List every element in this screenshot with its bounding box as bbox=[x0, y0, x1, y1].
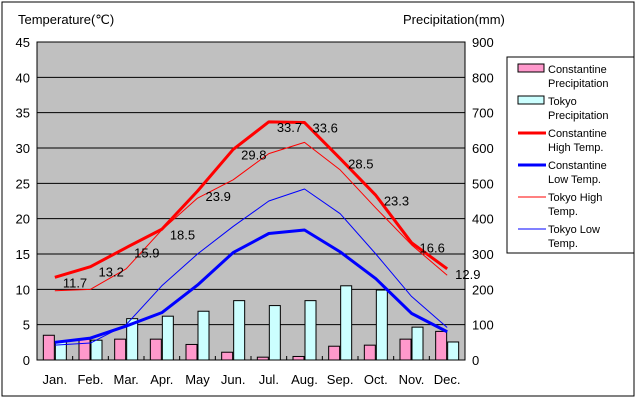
left-tick-label: 45 bbox=[16, 35, 30, 50]
right-tick-label: 100 bbox=[472, 318, 494, 333]
x-tick-label: Nov. bbox=[399, 372, 425, 387]
legend-label: Constantine bbox=[548, 64, 607, 76]
bar-constantine-precipitation bbox=[256, 356, 269, 361]
x-tick-label: Apr. bbox=[150, 372, 173, 387]
legend-box bbox=[506, 56, 635, 254]
right-tick-label: 500 bbox=[472, 176, 494, 191]
line-tokyo-high-temp- bbox=[54, 141, 448, 292]
plot-area bbox=[36, 41, 466, 361]
left-tick-label: 5 bbox=[23, 318, 30, 333]
bar-tokyo-precipitation bbox=[161, 315, 174, 361]
legend-label: Tokyo High bbox=[548, 192, 602, 204]
bar-constantine-precipitation bbox=[114, 338, 127, 361]
bar-constantine-precipitation bbox=[78, 338, 91, 361]
data-label: 15.9 bbox=[134, 246, 159, 261]
x-tick-label: Jul. bbox=[259, 372, 279, 387]
legend-swatch bbox=[517, 95, 545, 105]
legend-label: Low Temp. bbox=[548, 174, 601, 186]
left-tick-label: 35 bbox=[16, 106, 30, 121]
data-label: 33.7 bbox=[277, 120, 302, 135]
bar-constantine-precipitation bbox=[292, 355, 305, 361]
bar-tokyo-precipitation bbox=[447, 341, 460, 361]
bar-constantine-precipitation bbox=[185, 343, 198, 361]
left-tick-label: 15 bbox=[16, 247, 30, 262]
bar-tokyo-precipitation bbox=[411, 326, 424, 361]
left-tick-label: 40 bbox=[16, 70, 30, 85]
line-constantine-high-temp- bbox=[54, 120, 449, 279]
bar-constantine-precipitation bbox=[399, 338, 412, 361]
bar-constantine-precipitation bbox=[221, 351, 234, 361]
legend-label: Precipitation bbox=[548, 78, 609, 90]
right-tick-label: 200 bbox=[472, 282, 494, 297]
legend-swatch bbox=[517, 63, 545, 73]
bar-tokyo-precipitation bbox=[90, 339, 103, 361]
bar-tokyo-precipitation bbox=[233, 300, 246, 361]
x-tick-label: Mar. bbox=[114, 372, 139, 387]
data-label: 13.2 bbox=[99, 265, 124, 280]
x-tick-label: Feb. bbox=[77, 372, 103, 387]
right-axis-title: Precipitation(mm) bbox=[403, 12, 505, 27]
left-axis-title: Temperature(℃) bbox=[18, 12, 114, 27]
left-tick-label: 10 bbox=[16, 282, 30, 297]
data-label: 12.9 bbox=[455, 267, 480, 282]
data-label: 16.6 bbox=[420, 241, 445, 256]
bar-tokyo-precipitation bbox=[268, 305, 281, 361]
left-tick-label: 30 bbox=[16, 141, 30, 156]
bar-tokyo-precipitation bbox=[375, 289, 388, 361]
legend-label: Tokyo Low bbox=[548, 224, 600, 236]
right-tick-label: 300 bbox=[472, 247, 494, 262]
bar-constantine-precipitation bbox=[42, 334, 55, 361]
right-tick-label: 400 bbox=[472, 212, 494, 227]
left-tick-label: 20 bbox=[16, 212, 30, 227]
x-tick-label: May bbox=[185, 372, 210, 387]
legend-label: Temp. bbox=[548, 206, 578, 218]
right-tick-label: 600 bbox=[472, 141, 494, 156]
data-label: 28.5 bbox=[348, 157, 373, 172]
legend-label: High Temp. bbox=[548, 142, 603, 154]
data-label: 29.8 bbox=[241, 147, 266, 162]
bar-constantine-precipitation bbox=[328, 345, 341, 361]
bar-tokyo-precipitation bbox=[304, 300, 317, 361]
data-label: 23.3 bbox=[384, 193, 409, 208]
bar-constantine-precipitation bbox=[149, 338, 162, 361]
x-tick-label: Aug. bbox=[291, 372, 318, 387]
legend-label: Precipitation bbox=[548, 110, 609, 122]
x-tick-label: Oct. bbox=[364, 372, 388, 387]
bar-constantine-precipitation bbox=[363, 344, 376, 361]
bar-tokyo-precipitation bbox=[197, 310, 210, 361]
x-tick-label: Jan. bbox=[43, 372, 68, 387]
right-tick-label: 800 bbox=[472, 70, 494, 85]
data-label: 11.7 bbox=[63, 275, 87, 290]
left-tick-label: 25 bbox=[16, 176, 30, 191]
legend-label: Tokyo bbox=[548, 96, 577, 108]
legend-label: Constantine bbox=[548, 128, 607, 140]
bar-tokyo-precipitation bbox=[340, 285, 353, 361]
right-tick-label: 700 bbox=[472, 106, 494, 121]
line-constantine-low-temp- bbox=[54, 228, 448, 344]
right-tick-label: 0 bbox=[472, 353, 479, 368]
left-tick-label: 0 bbox=[23, 353, 30, 368]
x-tick-label: Dec. bbox=[434, 372, 461, 387]
data-label: 33.6 bbox=[313, 121, 338, 136]
legend-label: Temp. bbox=[548, 238, 578, 250]
x-tick-label: Sep. bbox=[327, 372, 354, 387]
data-label: 23.9 bbox=[206, 189, 231, 204]
data-label: 18.5 bbox=[170, 227, 195, 242]
right-tick-label: 900 bbox=[472, 35, 494, 50]
bar-constantine-precipitation bbox=[435, 330, 448, 361]
x-tick-label: Jun. bbox=[221, 372, 246, 387]
legend-label: Constantine bbox=[548, 160, 607, 172]
